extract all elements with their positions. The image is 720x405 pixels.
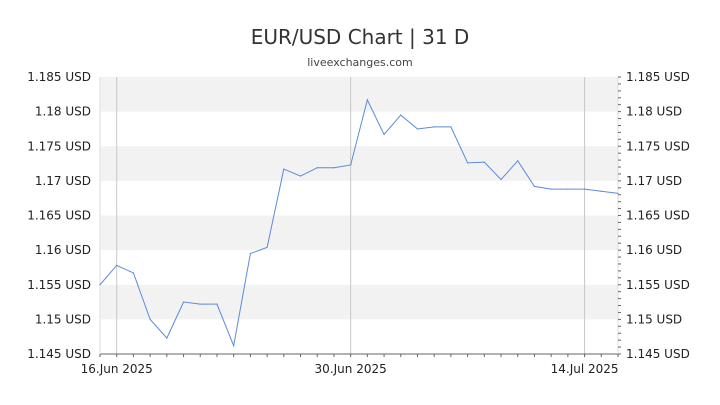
data-point [132, 272, 135, 274]
data-point [550, 188, 552, 190]
data-point [233, 345, 235, 347]
grid-band [100, 215, 618, 251]
data-point [416, 128, 419, 130]
data-point [350, 164, 352, 166]
data-point [533, 185, 536, 188]
data-point [433, 126, 435, 128]
y-tick-label-left: 1.175 USD [27, 139, 91, 153]
y-tick-label-right: 1.155 USD [626, 278, 690, 292]
data-point [483, 161, 485, 163]
y-tick-label-left: 1.145 USD [27, 347, 91, 361]
chart-title: EUR/USD Chart | 31 D [250, 25, 470, 49]
data-point [166, 337, 168, 339]
data-point [500, 178, 502, 181]
data-point [400, 114, 402, 116]
data-point [149, 318, 151, 320]
y-tick-label-left: 1.155 USD [27, 278, 91, 292]
grid-band [100, 146, 618, 181]
y-tick-label-left: 1.17 USD [35, 174, 91, 188]
data-point [116, 264, 118, 266]
data-point [99, 284, 101, 286]
y-axis-left-labels: 1.145 USD 1.15 USD 1.155 USD 1.16 USD 1.165 … [27, 70, 91, 361]
data-point [333, 167, 335, 169]
grid-band [100, 77, 618, 112]
data-point [249, 252, 251, 255]
data-point [467, 162, 469, 164]
y-tick-label-right: 1.145 USD [626, 347, 690, 361]
series-line [99, 98, 619, 348]
y-tick-label-right: 1.165 USD [626, 209, 690, 223]
x-tick-label: 16.Jun 2025 [81, 362, 153, 376]
data-point [366, 99, 368, 101]
data-point [383, 133, 385, 136]
y-tick-label-right: 1.16 USD [626, 243, 682, 257]
data-point [266, 246, 268, 248]
y-tick-label-right: 1.17 USD [626, 174, 682, 188]
y-tick-label-right: 1.18 USD [626, 105, 682, 119]
x-tick-label: 14.Jul 2025 [551, 362, 619, 376]
data-point [567, 188, 569, 190]
data-point [316, 167, 318, 169]
y-tick-label-right: 1.175 USD [626, 139, 690, 153]
data-point [216, 303, 218, 305]
data-point [450, 126, 452, 128]
y-tick-label-left: 1.185 USD [27, 70, 91, 84]
y-tick-label-left: 1.15 USD [35, 312, 91, 326]
data-point [283, 168, 285, 170]
grid-bands [100, 77, 618, 320]
date-gridlines [116, 77, 586, 354]
data-point [600, 190, 602, 192]
x-tick-label: 30.Jun 2025 [315, 362, 387, 376]
data-point [583, 188, 586, 190]
y-tick-label-left: 1.165 USD [27, 209, 91, 223]
data-point [517, 160, 519, 162]
series-group [99, 98, 619, 348]
y-tick-label-right: 1.185 USD [626, 70, 690, 84]
x-axis-labels: 16.Jun 2025 30.Jun 2025 14.Jul 2025 [81, 362, 619, 376]
y-axis-right-labels: 1.145 USD 1.15 USD 1.155 USD 1.16 USD 1.165 … [626, 70, 690, 361]
data-point [617, 192, 619, 194]
axes [99, 76, 621, 357]
y-tick-label-left: 1.16 USD [35, 243, 91, 257]
y-tick-label-right: 1.15 USD [626, 312, 682, 326]
chart-subtitle: liveexchanges.com [307, 56, 413, 69]
data-point [182, 301, 185, 303]
y-tick-label-left: 1.18 USD [35, 105, 91, 119]
data-point [299, 175, 302, 177]
data-point [199, 303, 201, 305]
